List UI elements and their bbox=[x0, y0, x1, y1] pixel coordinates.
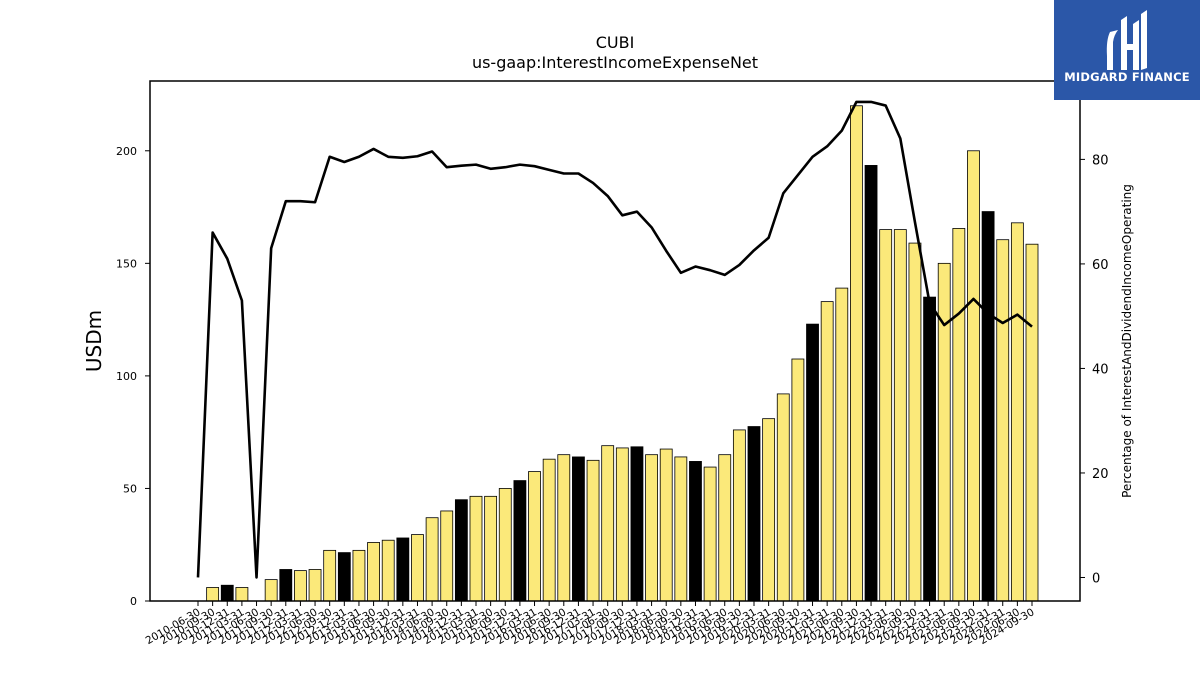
bar bbox=[396, 537, 410, 602]
bar bbox=[923, 296, 936, 602]
plot-frame bbox=[149, 80, 1081, 602]
bar bbox=[557, 454, 571, 602]
bar bbox=[601, 445, 615, 602]
bar bbox=[381, 539, 395, 602]
y-tick-label: 100 bbox=[116, 370, 137, 383]
bar bbox=[367, 542, 380, 602]
bar bbox=[279, 569, 293, 602]
bar bbox=[235, 587, 249, 602]
bar bbox=[908, 242, 922, 602]
bar bbox=[806, 323, 819, 602]
y-axis-left: 0 50 100 150 200 bbox=[116, 145, 150, 608]
bar bbox=[981, 211, 995, 602]
y-tick-label: 150 bbox=[116, 257, 137, 270]
y2-tick-label: 0 bbox=[1092, 571, 1100, 586]
bar bbox=[732, 429, 746, 602]
bar bbox=[630, 446, 644, 602]
bar bbox=[586, 459, 600, 602]
bar bbox=[352, 549, 366, 602]
midgard-logo-icon bbox=[1106, 10, 1147, 70]
bar bbox=[469, 495, 483, 602]
bar bbox=[264, 579, 278, 602]
y2-tick-label: 40 bbox=[1092, 362, 1109, 377]
y-tick-label: 50 bbox=[123, 482, 137, 495]
bar bbox=[718, 454, 732, 602]
brand-logo-text: MIDGARD FINANCE bbox=[1064, 70, 1190, 84]
bar bbox=[879, 229, 893, 602]
chart-subtitle: us-gaap:InterestIncomeExpenseNet bbox=[472, 53, 758, 72]
bar bbox=[996, 239, 1010, 602]
y2-tick-label: 80 bbox=[1092, 153, 1109, 168]
bar bbox=[572, 456, 585, 602]
bar bbox=[484, 495, 498, 602]
bar bbox=[762, 418, 776, 602]
bar bbox=[1010, 222, 1024, 602]
bar bbox=[425, 517, 439, 602]
y-axis-label: USDm bbox=[82, 310, 106, 372]
bar bbox=[791, 358, 805, 602]
bar bbox=[1025, 243, 1039, 602]
y2-axis-label: Percentage of InterestAndDividendIncomeO… bbox=[1120, 184, 1134, 498]
bar bbox=[220, 584, 234, 602]
bar bbox=[937, 262, 951, 602]
bar bbox=[747, 426, 761, 602]
bar bbox=[689, 461, 702, 602]
bar bbox=[850, 105, 863, 602]
bar bbox=[411, 534, 424, 602]
bar bbox=[820, 301, 834, 602]
bar bbox=[294, 570, 307, 602]
bar bbox=[864, 165, 878, 602]
brand-logo: MIDGARD FINANCE bbox=[1054, 0, 1200, 100]
bar bbox=[776, 393, 790, 602]
y-axis-right: 0 20 40 60 80 bbox=[1080, 153, 1109, 586]
bar bbox=[206, 587, 220, 602]
bar bbox=[645, 454, 658, 602]
bar bbox=[528, 471, 541, 602]
y-tick-label: 200 bbox=[116, 145, 137, 158]
x-axis: 2010-06-302010-09-302010-12-312011-03-31… bbox=[144, 601, 1037, 647]
bar bbox=[952, 228, 966, 602]
bar-series bbox=[206, 105, 1039, 602]
bar bbox=[308, 569, 322, 602]
y-tick-label: 0 bbox=[130, 595, 137, 608]
bar bbox=[967, 150, 980, 602]
bar bbox=[323, 549, 337, 602]
bar bbox=[615, 447, 629, 602]
bar bbox=[703, 466, 717, 602]
bar bbox=[454, 499, 468, 602]
bar bbox=[674, 456, 688, 602]
bar bbox=[440, 510, 454, 602]
bar bbox=[893, 229, 907, 602]
percentage-line bbox=[196, 100, 1033, 579]
bar bbox=[337, 552, 351, 602]
chart-title: CUBI bbox=[596, 33, 635, 52]
bar bbox=[498, 488, 512, 602]
bar bbox=[513, 480, 527, 602]
bar bbox=[835, 287, 849, 602]
y2-tick-label: 20 bbox=[1092, 467, 1109, 482]
bar bbox=[659, 448, 673, 602]
y2-tick-label: 60 bbox=[1092, 258, 1109, 273]
bar bbox=[542, 458, 556, 602]
